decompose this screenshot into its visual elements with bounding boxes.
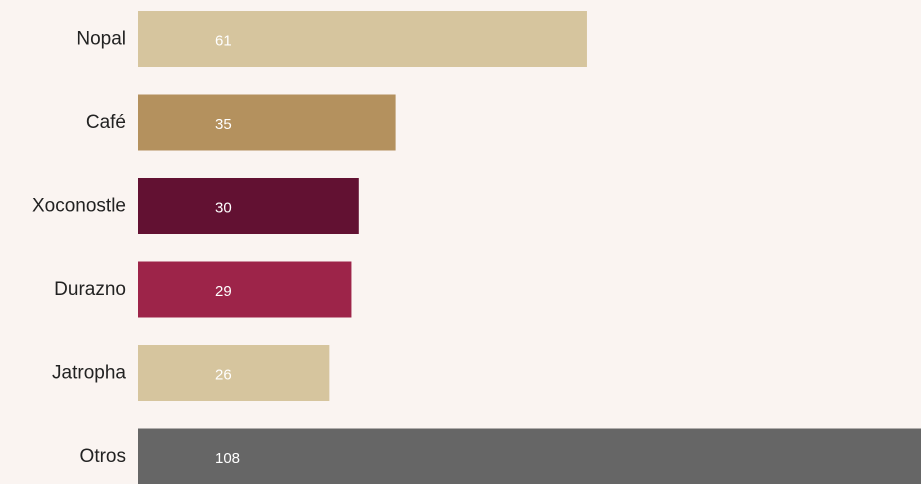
category-label-durazno: Durazno [54,279,126,300]
bar-jatropha [138,345,330,401]
bar-xoconostle [138,178,359,234]
bar-otros [138,428,921,484]
value-label-durazno: 29 [215,283,232,300]
category-label-otros: Otros [80,446,126,467]
category-label-jatropha: Jatropha [52,363,126,384]
value-label-otros: 108 [215,450,240,467]
value-label-xoconostle: 30 [215,200,232,217]
category-label-xoconostle: Xoconostle [32,196,126,217]
category-label-cafe: Café [86,112,126,133]
value-label-cafe: 35 [215,116,232,133]
value-label-jatropha: 26 [215,367,232,384]
bar-durazno [138,261,352,318]
value-label-nopal: 61 [215,33,232,50]
bars-layer [138,11,921,484]
bar-cafe [138,94,396,151]
category-label-nopal: Nopal [76,29,126,50]
bar-nopal [138,11,587,67]
labels-layer: Nopal 61 Café 35 Xoconostle 30 Durazno 29 Jatrop… [32,29,240,468]
